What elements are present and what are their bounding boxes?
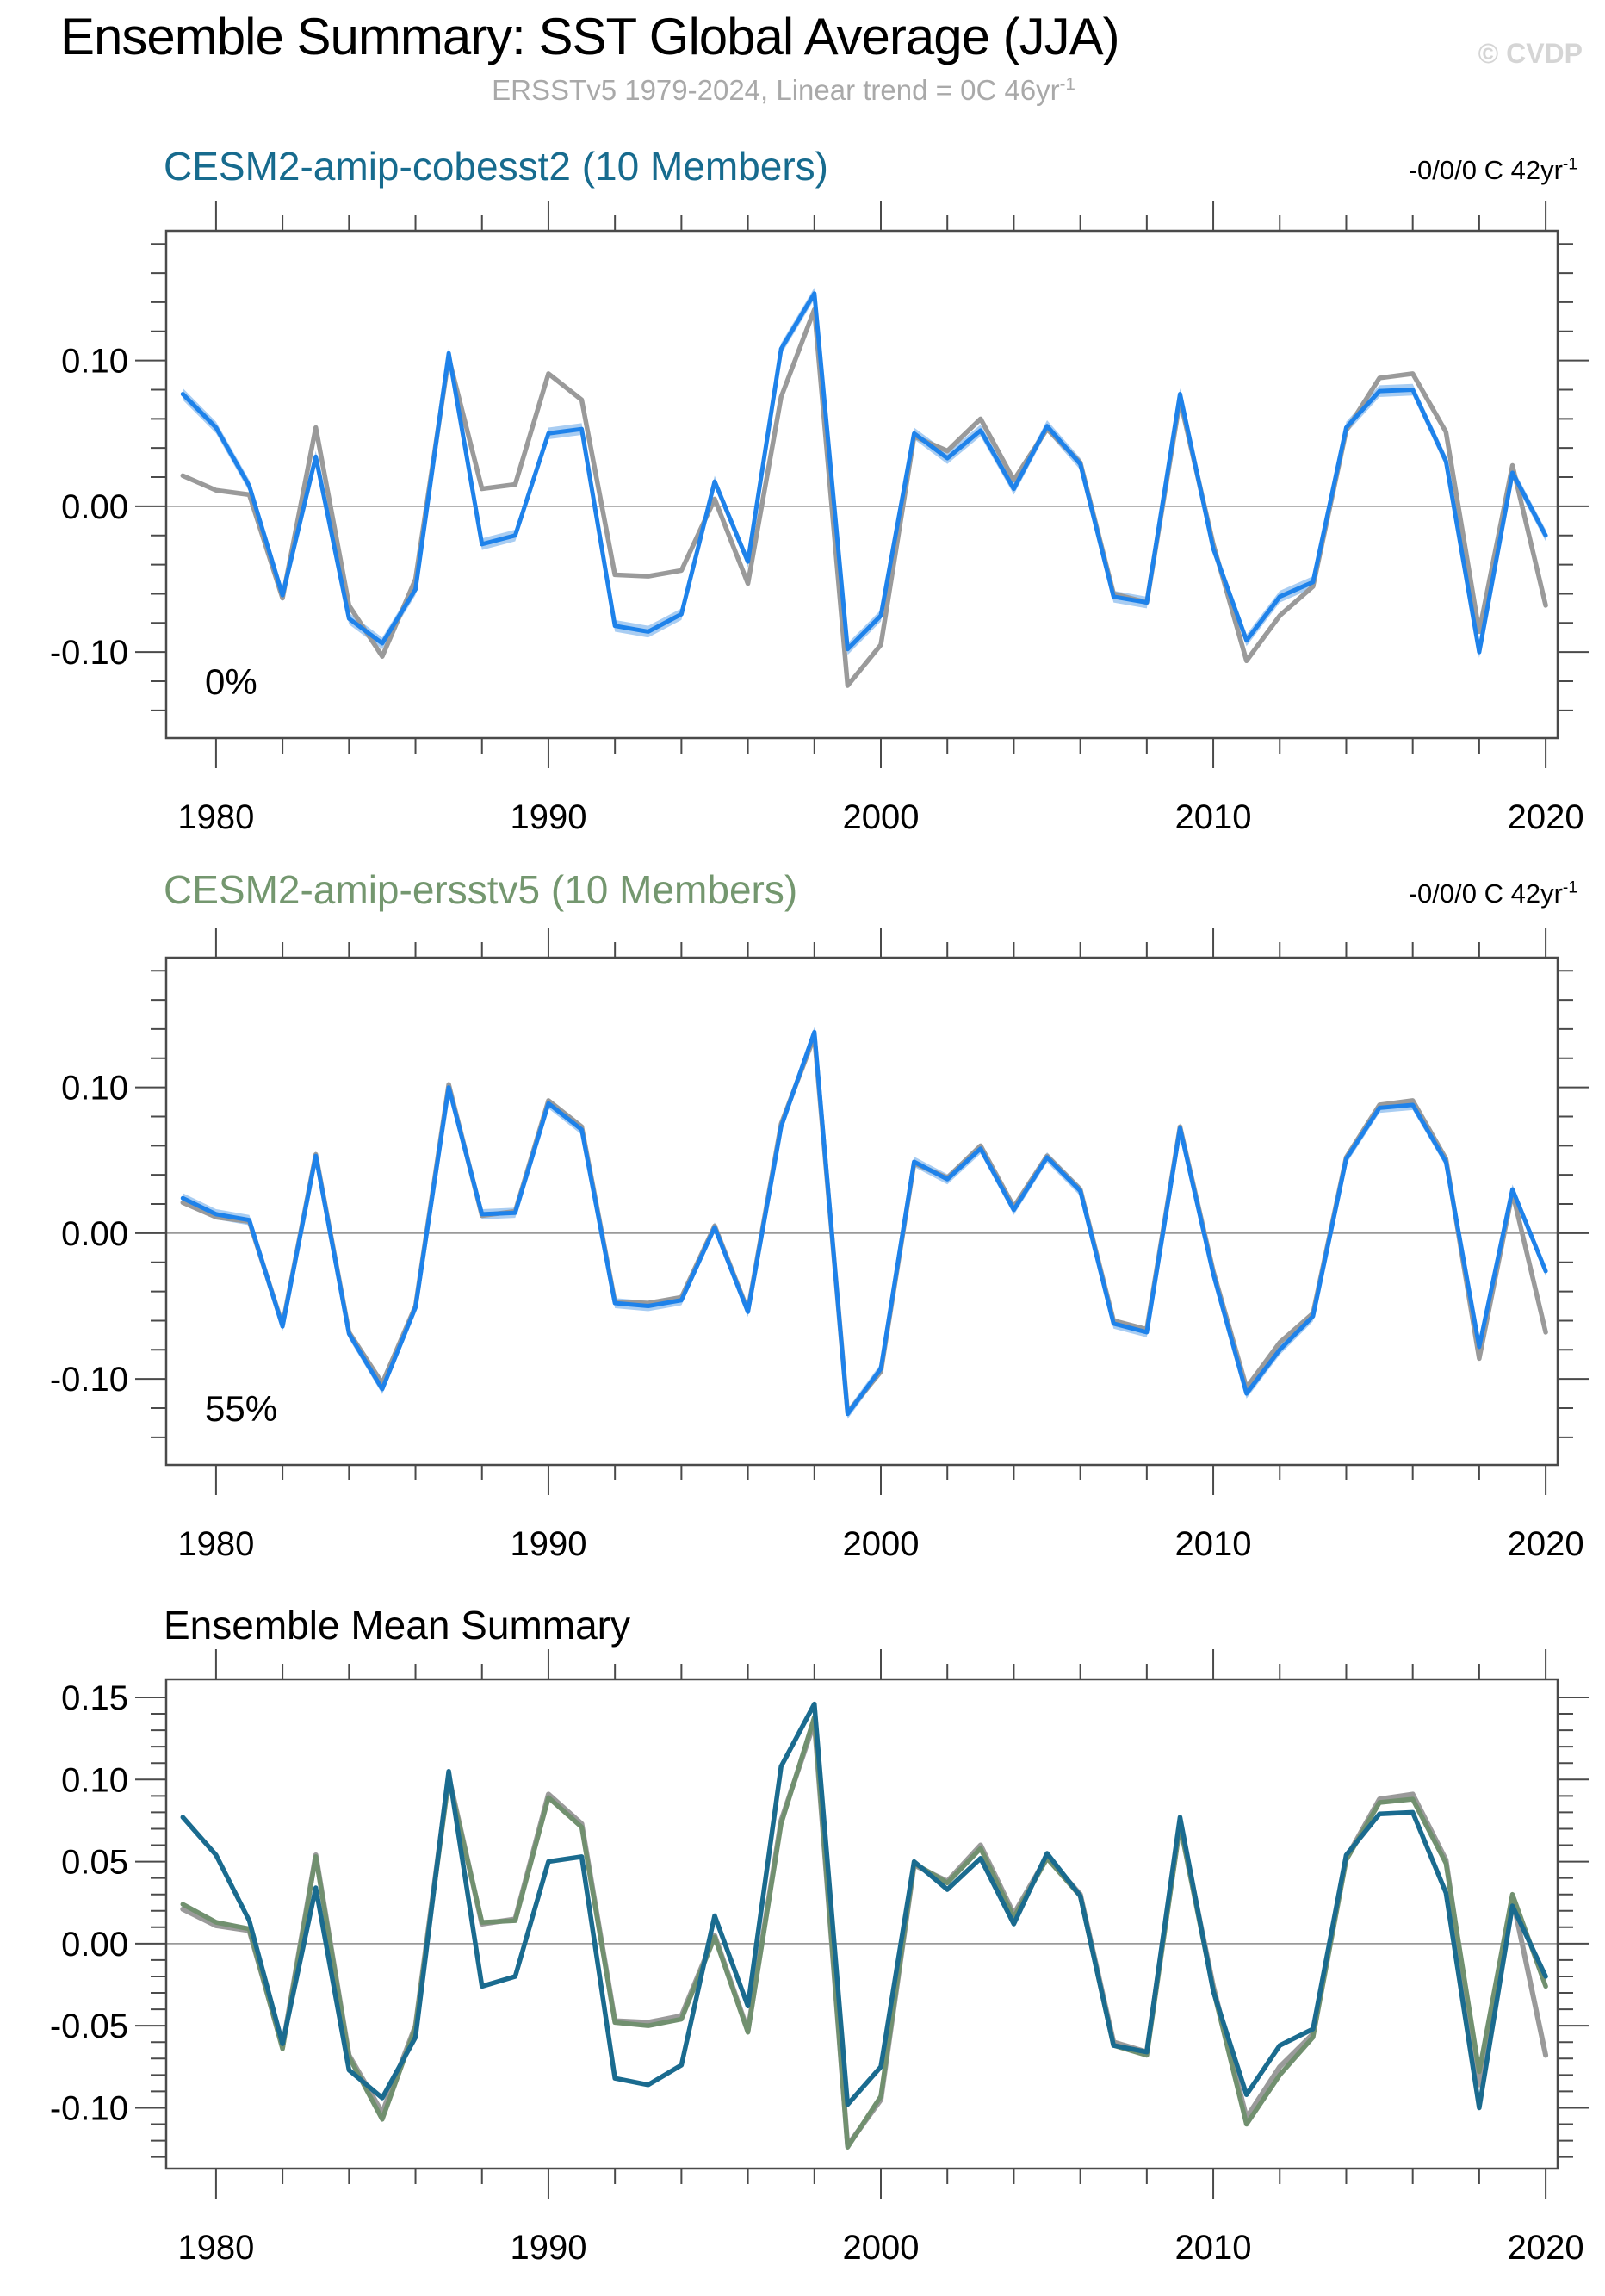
panel2-ytick-label: -0.10 (50, 1361, 128, 1399)
panel1-group: 0.10 0.00 -0.10 1980 1990 2000 2010 2020 (50, 201, 1589, 836)
panel1-trend-superscript: -1 (1562, 155, 1577, 174)
panel2-line-ersstv5-observations (180, 1033, 1548, 1415)
panel3-xtick-label: 2020 (1508, 2229, 1584, 2267)
panel3-ytick-label: 0.10 (61, 1761, 128, 1799)
page-title: Ensemble Summary: SST Global Average (JJ… (60, 8, 1120, 65)
panel3-ytick-label: 0.05 (61, 1844, 128, 1882)
panel2-ytick-label: 0.10 (61, 1070, 128, 1108)
panel2-xtick-label: 2020 (1508, 1525, 1584, 1563)
panel2-title: CESM2-amip-ersstv5 (10 Members) (164, 867, 798, 912)
panel2-ytick-label: 0.00 (61, 1215, 128, 1253)
plot-subtitle: ERSSTv5 1979-2024, Linear trend = 0C 46y… (492, 74, 1075, 107)
panel3-title: Ensemble Mean Summary (164, 1603, 630, 1648)
panel3-line-cesm2-amip-cobesst2-ensemble-mean (180, 1701, 1548, 2111)
panel1-ytick-label: 0.00 (61, 488, 128, 526)
panel3-ytick-label: -0.10 (50, 2089, 128, 2127)
panel2-line-cesm2-amip-ersstv5-ensemble-mean (180, 1029, 1548, 1417)
panel1-xtick-label: 2020 (1508, 798, 1584, 836)
panel3-ytick-label: -0.05 (50, 2007, 128, 2045)
subtitle-text: ERSSTv5 1979-2024, Linear trend = 0C 46y… (492, 74, 1060, 106)
panel1-trend-text: -0/0/0 C 42yr (1408, 155, 1563, 185)
panel2-series1-spread-band (183, 1027, 1546, 1419)
panel2-xtick-label: 1990 (510, 1525, 586, 1563)
cvdp-watermark: © CVDP (1478, 38, 1583, 69)
panel3-ytick-label: 0.15 (61, 1679, 128, 1717)
panel2-frame (164, 956, 1559, 1467)
panel3-group: 0.15 0.10 0.05 0.00 -0.05 -0.10 1980 1990 2000 20… (50, 1649, 1589, 2267)
panel2-xtick-label: 2010 (1175, 1525, 1252, 1563)
panel1-xtick-label: 2010 (1175, 798, 1252, 836)
panel2-trend-text: -0/0/0 C 42yr (1408, 878, 1563, 909)
panel2-trend-label: -0/0/0 C 42yr-1 (1409, 878, 1577, 909)
panel3-xtick-label: 2000 (843, 2229, 920, 2267)
panel2-trend-superscript: -1 (1562, 878, 1577, 897)
panel1-trend-label: -0/0/0 C 42yr-1 (1409, 155, 1577, 186)
panel2-xtick-label: 2000 (843, 1525, 920, 1563)
panel2-xtick-label: 1980 (177, 1525, 254, 1563)
panel1-ytick-label: 0.10 (61, 343, 128, 381)
panel3-xtick-label: 1990 (510, 2229, 586, 2267)
panel1-xtick-label: 1990 (510, 798, 586, 836)
panel1-series1-spread-band (183, 288, 1546, 658)
panel3-frame (164, 1678, 1559, 2170)
panel1-title: CESM2-amip-cobesst2 (10 Members) (164, 144, 829, 189)
subtitle-superscript: -1 (1059, 74, 1075, 94)
panel1-xtick-label: 2000 (843, 798, 920, 836)
panel1-significance-annotation: 0% (205, 661, 257, 702)
panel1-xtick-label: 1980 (177, 798, 254, 836)
panel1-ytick-label: -0.10 (50, 634, 128, 672)
panel3-line-ersstv5-observations (180, 1719, 1549, 2149)
panel3-xtick-label: 1980 (177, 2229, 254, 2267)
panel2-significance-annotation: 55% (205, 1388, 278, 1429)
panel2-group: 0.10 0.00 -0.10 1980 1990 2000 2010 2020 (50, 928, 1589, 1563)
panel3-xtick-label: 2010 (1175, 2229, 1252, 2267)
panel1-line-cesm2-amip-cobesst2-ensemble-mean (180, 291, 1548, 655)
panel1-frame (164, 229, 1559, 740)
panel3-ytick-label: 0.00 (61, 1926, 128, 1964)
